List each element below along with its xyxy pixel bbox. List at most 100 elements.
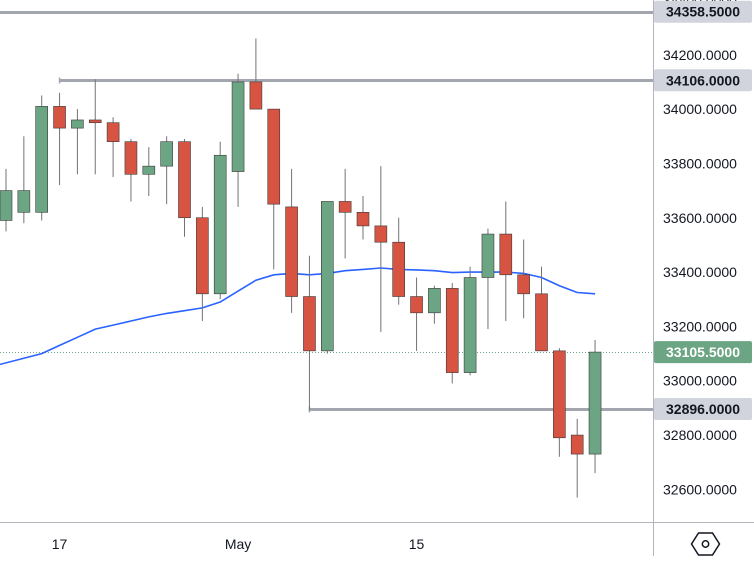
time-tick-label: 17 xyxy=(52,536,68,552)
price-tick-label: 32600.0000 xyxy=(663,481,737,497)
candle-body-down xyxy=(553,350,566,439)
level-price-label-bg xyxy=(654,0,752,23)
candle[interactable] xyxy=(428,285,441,324)
candle-body-down xyxy=(196,217,209,295)
candle[interactable] xyxy=(231,73,245,207)
price-tick-label: 34000.0000 xyxy=(663,101,737,117)
time-tick-label: May xyxy=(225,536,251,552)
candle-body-down xyxy=(53,106,66,129)
candle[interactable] xyxy=(285,168,298,313)
candle-body-up xyxy=(160,141,173,167)
level-price-label-text: 32896.0000 xyxy=(666,401,740,417)
candle[interactable] xyxy=(0,168,13,232)
candle[interactable] xyxy=(410,277,423,351)
candle[interactable] xyxy=(71,109,84,175)
candle[interactable] xyxy=(106,117,120,178)
candle-body-up xyxy=(0,190,13,221)
candle-body-up xyxy=(71,119,84,129)
settings-icon-center xyxy=(701,540,710,548)
candle-body-up xyxy=(428,288,441,314)
time-axis[interactable]: 17 May 15 xyxy=(52,536,425,552)
candles-group xyxy=(0,38,602,498)
candle-body-down xyxy=(124,141,138,175)
candle-body-down xyxy=(249,81,263,110)
price-tick-label: 33400.0000 xyxy=(663,264,737,280)
candle-body-down xyxy=(303,296,316,352)
settings-button[interactable] xyxy=(690,532,721,556)
candle-body-up xyxy=(35,106,49,213)
candle-body-up xyxy=(213,154,227,295)
candle[interactable] xyxy=(267,108,281,270)
candle-body-up xyxy=(231,81,245,172)
candle-body-down xyxy=(356,212,370,227)
current-price-label-text: 33105.5000 xyxy=(666,344,740,360)
candle-body-down xyxy=(374,225,388,243)
candle[interactable] xyxy=(249,38,263,110)
settings-hexagon-icon[interactable] xyxy=(690,532,721,556)
candle[interactable] xyxy=(124,138,138,202)
candle[interactable] xyxy=(35,95,49,221)
level-price-label[interactable]: 34358.5000 xyxy=(654,0,752,23)
price-labels-group: 34358.5000 34106.0000 32896.0000 33105.5000 xyxy=(654,0,752,420)
time-tick-label: 15 xyxy=(409,536,425,552)
candle-body-down xyxy=(285,206,298,297)
candle[interactable] xyxy=(17,136,31,224)
price-tick-label: 32800.0000 xyxy=(663,427,737,443)
candle-body-down xyxy=(88,119,102,123)
candle[interactable] xyxy=(553,348,566,457)
candle-body-down xyxy=(338,201,352,213)
candle[interactable] xyxy=(213,141,227,300)
candle-body-down xyxy=(517,274,530,295)
level-price-label[interactable]: 34106.0000 xyxy=(654,69,752,92)
price-axis[interactable]: 34400.000034200.000034000.000033800.0000… xyxy=(663,0,737,497)
candle[interactable] xyxy=(142,147,156,197)
candle[interactable] xyxy=(535,266,548,352)
price-tick-label: 33200.0000 xyxy=(663,318,737,334)
candle-body-down xyxy=(499,233,513,276)
candle-body-down xyxy=(535,293,548,352)
candle-body-down xyxy=(410,296,423,314)
candle[interactable] xyxy=(53,92,66,186)
current-price-label[interactable]: 33105.5000 xyxy=(654,341,752,364)
current-price-label-bg xyxy=(654,341,752,364)
candle-body-up xyxy=(17,190,31,213)
candle[interactable] xyxy=(88,79,102,175)
level-price-label-text: 34358.5000 xyxy=(666,4,740,20)
candle[interactable] xyxy=(356,196,370,240)
candle-body-down xyxy=(392,241,406,297)
candle-body-down xyxy=(570,434,584,455)
level-price-label-bg xyxy=(654,397,752,420)
candle[interactable] xyxy=(588,339,602,474)
candle[interactable] xyxy=(178,138,191,237)
candle[interactable] xyxy=(303,255,316,411)
candle-body-up xyxy=(320,201,334,352)
candle-body-up xyxy=(142,165,156,175)
candle[interactable] xyxy=(463,266,477,376)
candle-body-down xyxy=(445,288,459,373)
candle[interactable] xyxy=(196,206,209,321)
candle[interactable] xyxy=(445,282,459,384)
level-price-label-bg xyxy=(654,69,752,92)
candle[interactable] xyxy=(374,166,388,332)
candle-body-up xyxy=(481,233,495,278)
candle[interactable] xyxy=(338,168,352,259)
candle[interactable] xyxy=(499,201,513,321)
price-tick-label: 33800.0000 xyxy=(663,155,737,171)
candle[interactable] xyxy=(517,239,530,319)
price-tick-label: 33600.0000 xyxy=(663,210,737,226)
candle[interactable] xyxy=(392,217,406,305)
price-tick-label: 34200.0000 xyxy=(663,47,737,63)
candle-body-up xyxy=(588,351,602,455)
candle-body-down xyxy=(106,122,120,142)
candle-body-down xyxy=(267,108,281,205)
level-price-label[interactable]: 32896.0000 xyxy=(654,397,752,420)
candle[interactable] xyxy=(320,201,334,354)
candle[interactable] xyxy=(160,136,173,205)
candle-body-up xyxy=(463,277,477,373)
candle[interactable] xyxy=(570,418,584,498)
candle[interactable] xyxy=(481,228,495,330)
candle-body-down xyxy=(178,141,191,219)
